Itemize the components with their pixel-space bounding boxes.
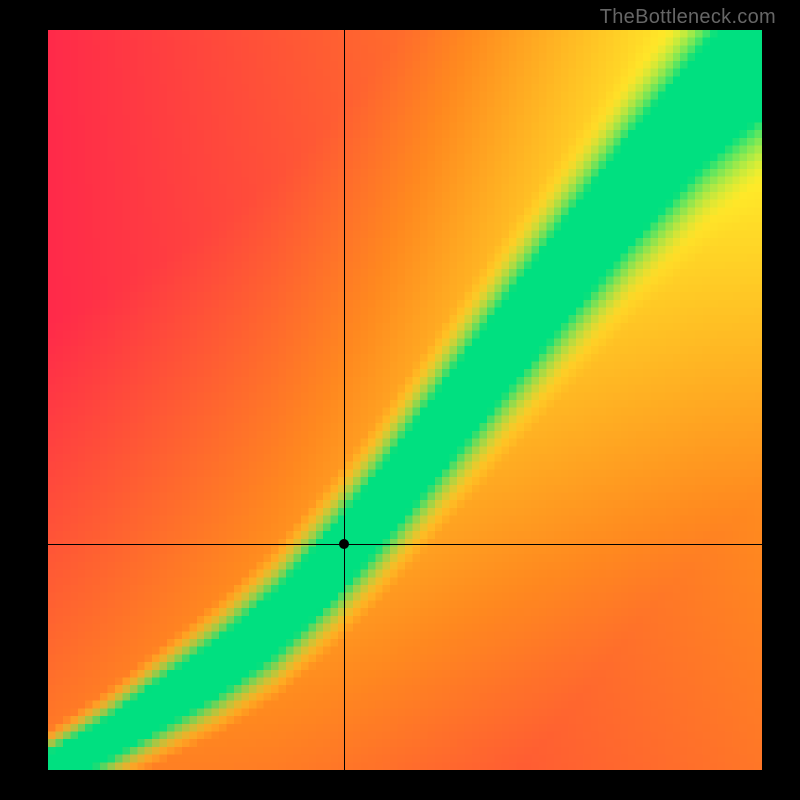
crosshair-marker — [339, 539, 349, 549]
crosshair-vertical — [344, 30, 345, 770]
heatmap-canvas — [48, 30, 762, 770]
bottleneck-heatmap — [48, 30, 762, 770]
watermark: TheBottleneck.com — [600, 6, 776, 29]
crosshair-horizontal — [48, 544, 762, 545]
